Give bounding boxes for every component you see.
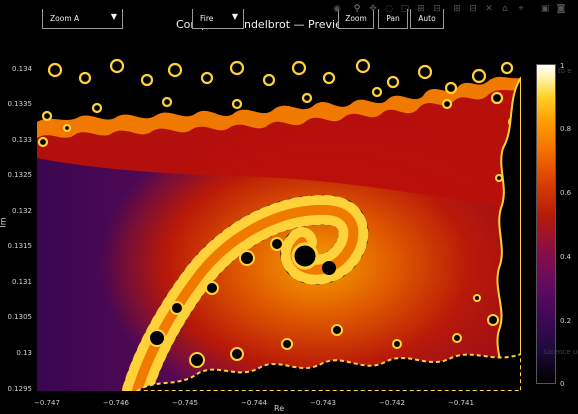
colorbar-tick-label: 0.8: [560, 125, 572, 133]
camera-icon[interactable]: ◉: [333, 4, 341, 14]
spike-icon[interactable]: ⌖: [518, 4, 524, 14]
faint-overlay-text: Licence u: [544, 348, 578, 356]
fractal-right-fringe: [496, 76, 521, 391]
colormap-dropdown[interactable]: Fire ▼: [192, 9, 244, 29]
pan-icon[interactable]: ✥: [369, 4, 377, 14]
colorbar-tick-label: 1: [560, 62, 565, 70]
zoom-dropdown[interactable]: Zoom A ▼: [42, 9, 123, 29]
autoscale-icon[interactable]: ⊞: [453, 4, 461, 14]
colorbar-frame: [536, 64, 556, 384]
fractal-plot[interactable]: [37, 58, 521, 391]
home-icon[interactable]: ⌂: [502, 4, 508, 14]
zoom-in-icon[interactable]: ⊞: [417, 4, 425, 14]
y-tick-label: 0.131: [11, 278, 32, 286]
autoscale-icon[interactable]: ✕: [485, 4, 493, 14]
modebar: ◉ ⚲ ✥ ◌ ▢ ⊞ ⊟ ⊞ ⊟ ✕ ⌂ ⌖ ▣ ◙: [328, 4, 576, 16]
colorbar: [537, 65, 555, 383]
colorbar-tick-label: 0.4: [560, 253, 572, 261]
y-tick-label: 0.133: [11, 136, 32, 144]
chevron-down-icon: ▼: [231, 12, 238, 21]
x-tick-label: −0.746: [103, 399, 129, 407]
fractal-spiral: [122, 194, 369, 391]
y-tick-label: 0.132: [11, 207, 32, 215]
y-tick-label: 0.1335: [7, 100, 33, 108]
pan-mode-button[interactable]: Pan: [378, 9, 408, 29]
y-tick-label: 0.1315: [7, 242, 33, 250]
colormap-dropdown-value: Fire: [200, 14, 214, 23]
colorbar-tick-label: 0.6: [560, 189, 572, 197]
faint-overlay-text: to e: [558, 67, 572, 75]
fractal-top-filaments: [37, 58, 521, 138]
x-tick-label: −0.747: [34, 399, 60, 407]
y-tick-label: 0.1305: [7, 313, 33, 321]
fractal-bottom-islands: [148, 237, 499, 368]
y-tick-label: 0.134: [11, 65, 32, 73]
y-tick-label: 0.1325: [7, 171, 33, 179]
zoom-dropdown-value: Zoom A: [50, 14, 80, 23]
save-icon[interactable]: ▣: [540, 4, 550, 14]
fractal-top-islands: [37, 58, 519, 199]
snapshot-icon[interactable]: ◙: [556, 4, 566, 14]
x-axis-label: Re: [274, 404, 285, 413]
y-tick-label: 0.1295: [7, 385, 33, 393]
colorbar-tick-label: 0: [560, 380, 565, 388]
zoom-mode-button[interactable]: Zoom: [338, 9, 374, 29]
x-tick-label: −0.741: [448, 399, 474, 407]
chevron-down-icon: ▼: [110, 12, 117, 21]
x-tick-label: −0.745: [172, 399, 198, 407]
auto-mode-button[interactable]: Auto: [410, 9, 444, 29]
zoom-out-icon[interactable]: ⊟: [469, 4, 477, 14]
lasso-icon[interactable]: ◌: [385, 4, 393, 14]
y-axis-label: Im: [0, 217, 8, 228]
x-tick-label: −0.744: [241, 399, 267, 407]
zoom-out-icon[interactable]: ⊟: [433, 4, 441, 14]
y-tick-label: 0.13: [16, 349, 32, 357]
x-tick-label: −0.743: [310, 399, 336, 407]
colorbar-tick-label: 0.2: [560, 317, 572, 325]
fractal-bottom-fringe: [135, 352, 521, 391]
zoom-icon[interactable]: ⚲: [353, 4, 361, 14]
select-box-icon[interactable]: ▢: [400, 4, 410, 14]
x-tick-label: −0.742: [379, 399, 405, 407]
